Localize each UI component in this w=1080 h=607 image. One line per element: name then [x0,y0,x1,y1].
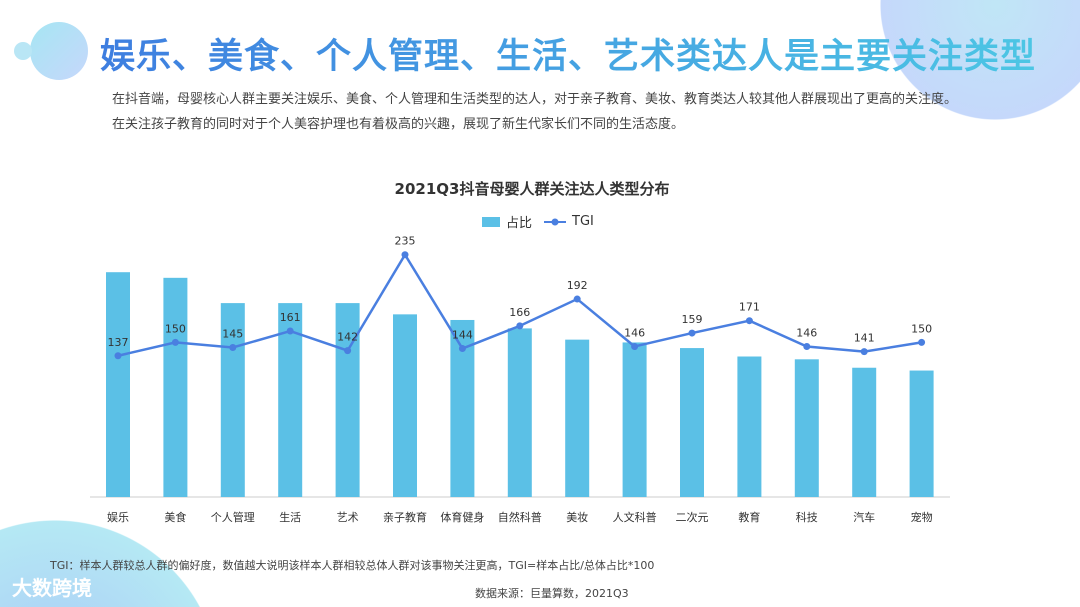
tgi-data-label: 161 [280,311,301,324]
x-tick-label: 美食 [164,510,186,524]
legend-line-swatch [544,218,567,225]
bar [565,339,590,497]
bar [737,356,762,497]
tgi-data-label: 141 [854,332,875,345]
x-tick-label: 汽车 [853,510,875,524]
x-tick-label: 美妆 [566,511,588,524]
bar [622,342,647,497]
tgi-data-label: 144 [452,329,473,342]
data-source: 数据来源：巨量算数，2021Q3 [475,587,629,600]
bar [852,367,877,497]
tgi-point [229,344,237,352]
x-tick-label: 个人管理 [211,510,255,524]
tgi-point [745,317,753,325]
tgi-data-label: 192 [567,279,588,292]
tgi-point [573,295,581,303]
tgi-data-label: 166 [509,306,530,319]
bar [393,314,417,497]
x-tick-label: 科技 [796,510,818,524]
bar [163,277,188,497]
tgi-point [918,338,926,346]
tgi-data-label: 150 [165,322,186,335]
bar [106,272,130,497]
x-tick-label: 二次元 [676,510,709,524]
tgi-point [286,327,294,335]
tgi-point [458,345,466,353]
bar [278,303,303,497]
decor-circle-bottom [0,520,220,607]
tgi-point [516,322,524,330]
logo: 大数跨境 [12,576,92,600]
x-tick-label: 艺术 [337,511,359,524]
x-tick-label: 体育健身 [440,510,484,524]
bar [909,370,934,497]
bar [507,328,532,497]
x-tick-label: 自然科普 [498,510,542,524]
x-tick-label: 人文科普 [613,510,657,524]
tgi-point [344,347,352,355]
tgi-data-label: 137 [108,336,129,349]
legend-line-label: TGI [572,214,594,229]
tgi-data-label: 145 [222,328,243,341]
tgi-data-label: 142 [337,331,358,344]
page-title: 娱乐、美食、个人管理、生活、艺术类达人是主要关注类型 [100,28,1036,79]
tgi-point [803,342,811,350]
tgi-point [114,352,122,360]
tgi-point [688,329,696,337]
decor-circle-small [14,42,32,60]
description: 在抖音端，母婴核心人群主要关注娱乐、美食、个人管理和生活类型的达人，对于亲子教育… [112,92,958,132]
x-tick-label: 宠物 [911,510,933,524]
tgi-data-label: 150 [911,322,932,335]
x-tick-label: 娱乐 [107,510,129,524]
tgi-data-label: 235 [395,235,416,248]
legend-bar-label: 占比 [506,216,533,231]
tgi-point [860,348,868,356]
decor-circle [30,22,88,80]
tgi-point [171,338,179,346]
bar [220,303,245,497]
tgi-data-label: 171 [739,301,760,314]
tgi-note: TGI：样本人群较总人群的偏好度，数值越大说明该样本人群相较总体人群对该事物关注… [50,559,655,572]
tgi-point [401,251,409,259]
bar [794,359,819,497]
chart-title: 2021Q3抖音母婴人群关注达人类型分布 [394,180,670,198]
x-tick-label: 亲子教育 [383,510,427,524]
bar [680,348,704,497]
x-tick-label: 生活 [279,510,301,524]
decor-circle-right [880,0,1080,120]
legend: 占比 TGI [482,212,594,231]
x-tick-label: 教育 [738,510,760,524]
tgi-point [631,342,639,350]
tgi-data-label: 159 [682,313,703,326]
legend-bar-swatch [482,216,500,227]
tgi-data-label: 146 [624,326,645,339]
tgi-data-label: 146 [796,326,817,339]
